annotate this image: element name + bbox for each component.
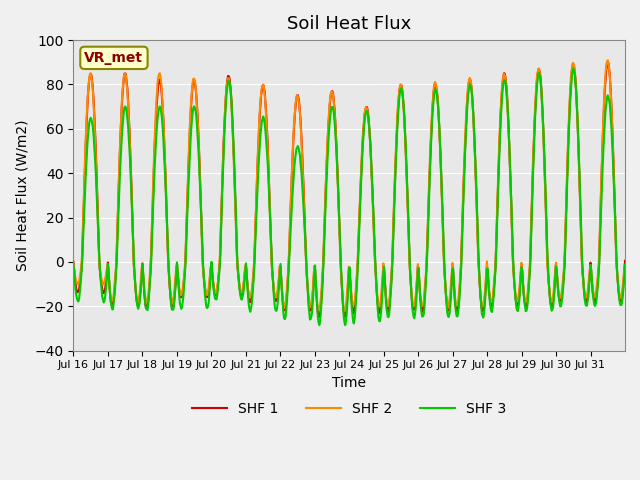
- Y-axis label: Soil Heat Flux (W/m2): Soil Heat Flux (W/m2): [15, 120, 29, 271]
- SHF 3: [236, 287, 243, 292]
- SHF 1: [70, 259, 77, 264]
- SHF 1: [438, 184, 445, 190]
- SHF 1: [263, 123, 271, 129]
- SHF 2: [340, 308, 348, 313]
- Title: Soil Heat Flux: Soil Heat Flux: [287, 15, 412, 33]
- SHF 3: [70, 261, 77, 267]
- SHF 3: [134, 306, 142, 312]
- SHF 2: [407, 280, 415, 286]
- SHF 2: [263, 128, 271, 134]
- SHF 3: [341, 322, 349, 328]
- SHF 1: [134, 303, 142, 309]
- X-axis label: Time: Time: [332, 376, 366, 390]
- Legend: SHF 1, SHF 2, SHF 3: SHF 1, SHF 2, SHF 3: [187, 396, 512, 421]
- SHF 2: [134, 299, 142, 305]
- SHF 1: [236, 284, 243, 290]
- SHF 2: [284, 276, 292, 281]
- Line: SHF 1: SHF 1: [74, 62, 625, 317]
- SHF 2: [70, 261, 77, 267]
- SHF 2: [438, 188, 445, 194]
- SHF 1: [621, 258, 629, 264]
- SHF 1: [316, 314, 323, 320]
- SHF 1: [604, 60, 612, 65]
- SHF 3: [284, 287, 292, 292]
- SHF 2: [621, 263, 629, 268]
- Line: SHF 2: SHF 2: [74, 60, 625, 311]
- Line: SHF 3: SHF 3: [74, 69, 625, 325]
- SHF 3: [263, 147, 271, 153]
- SHF 3: [621, 262, 629, 267]
- SHF 1: [284, 278, 292, 284]
- SHF 3: [407, 278, 415, 284]
- Text: VR_met: VR_met: [84, 51, 143, 65]
- SHF 1: [407, 279, 415, 285]
- SHF 2: [236, 284, 243, 289]
- SHF 3: [570, 66, 577, 72]
- SHF 3: [438, 181, 445, 187]
- SHF 2: [604, 58, 612, 63]
